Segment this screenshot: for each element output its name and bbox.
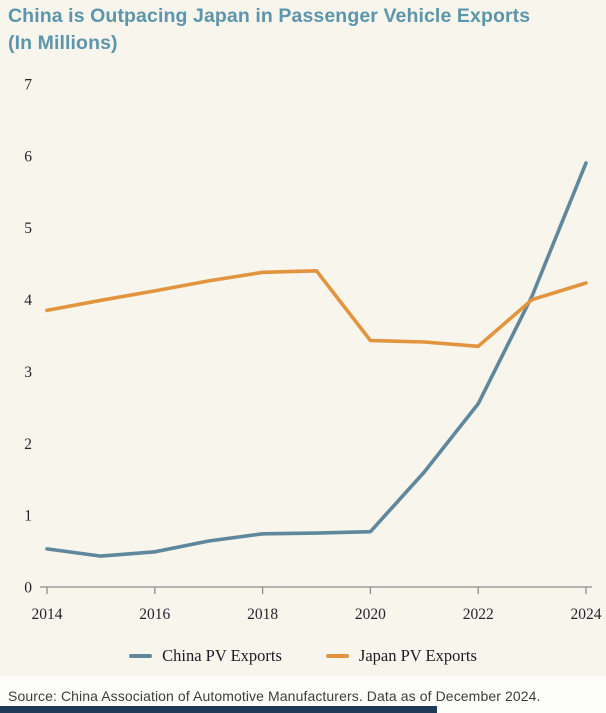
china-series-line — [45, 161, 588, 558]
x-tick-label: 2022 — [463, 606, 494, 623]
y-tick-label: 4 — [24, 292, 32, 309]
y-tick-label: 7 — [24, 77, 32, 94]
y-tick-label: 6 — [24, 148, 32, 165]
line-chart-plot-area: 2014 2016 2018 2020 2022 2024 0 1 2 3 4 5 6 7 — [24, 77, 602, 624]
y-tick-label: 0 — [24, 580, 32, 597]
x-tick-label: 2018 — [247, 606, 278, 623]
x-tick-label: 2024 — [571, 606, 602, 623]
y-tick-label: 1 — [24, 508, 32, 525]
legend-label-china: China PV Exports — [162, 646, 282, 665]
x-tick-label: 2020 — [355, 606, 386, 623]
chart-title-line1: China is Outpacing Japan in Passenger Ve… — [8, 5, 531, 27]
japan-series-line — [45, 268, 588, 349]
chart-legend: China PV Exports Japan PV Exports — [0, 644, 606, 668]
japan-line-swatch-icon — [325, 654, 349, 658]
chart-title: China is Outpacing Japan in Passenger Ve… — [8, 3, 600, 57]
source-strip: Source: China Association of Automotive … — [0, 676, 606, 713]
legend-label-japan: Japan PV Exports — [358, 646, 477, 665]
x-tick-label: 2016 — [139, 606, 170, 623]
legend-item-japan: Japan PV Exports — [325, 646, 477, 666]
china-line-swatch-icon — [129, 654, 153, 658]
y-tick-label: 5 — [24, 220, 32, 237]
y-tick-label: 3 — [24, 364, 32, 381]
legend-item-china: China PV Exports — [129, 646, 282, 666]
source-text: Source: China Association of Automotive … — [8, 688, 541, 704]
x-tick-label: 2014 — [32, 606, 63, 623]
y-tick-label: 2 — [24, 436, 32, 453]
footer-bar — [0, 706, 437, 713]
chart-title-line2: (In Millions) — [8, 32, 118, 54]
